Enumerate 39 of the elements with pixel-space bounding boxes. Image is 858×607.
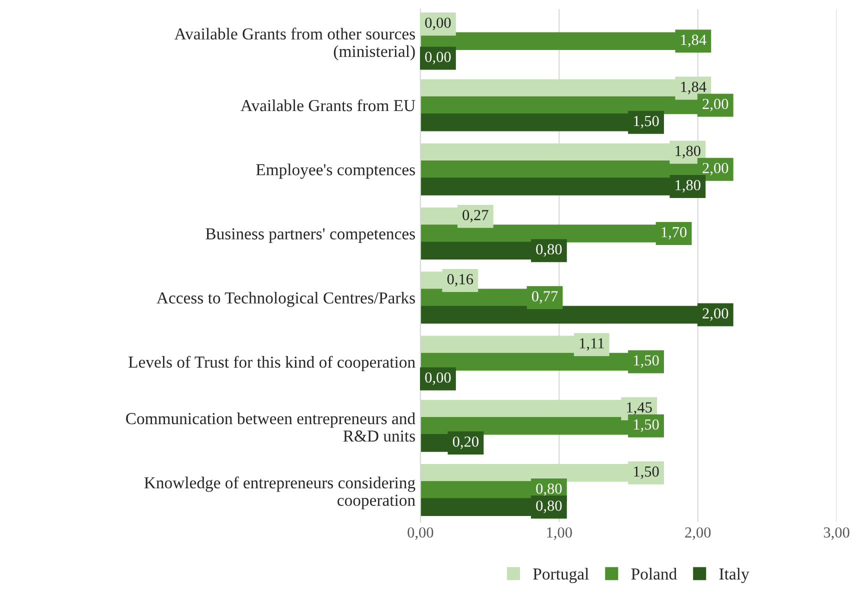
data-label: 0,80 <box>536 483 562 496</box>
data-label: 0,20 <box>452 436 478 449</box>
data-label: 1,11 <box>580 338 604 351</box>
data-label: 1,84 <box>681 82 706 94</box>
data-label: 1,50 <box>634 116 659 128</box>
data-label: 0,80 <box>536 500 562 514</box>
y-tick-label: Levels of Trust for this kind of cooperation <box>128 356 416 372</box>
x-tick-label: 3,00 <box>824 527 850 540</box>
data-label: 0,27 <box>462 210 488 222</box>
data-label: 0,00 <box>425 372 451 385</box>
data-label: 0,00 <box>425 52 451 64</box>
data-label: 1,70 <box>662 227 687 240</box>
y-tick-label: Available Grants from other sources (ministerial) <box>174 28 415 60</box>
data-label: 2,00 <box>702 98 728 112</box>
data-label: 1,84 <box>681 34 706 48</box>
y-tick-label: Access to Technological Centres/Parks <box>156 292 415 307</box>
data-label: 2,00 <box>702 162 728 176</box>
data-label: 2,00 <box>702 308 728 321</box>
legend-label: Italy <box>719 568 750 584</box>
data-label: 1,50 <box>634 419 659 432</box>
data-label: 0,00 <box>425 18 451 30</box>
data-label: 0,16 <box>447 274 474 287</box>
data-label: 1,45 <box>627 402 652 415</box>
x-tick-label: 2,00 <box>685 527 711 540</box>
x-tick-label: 0,00 <box>408 527 434 540</box>
legend-label: Portugal <box>533 568 589 584</box>
y-tick-label: Employee's comptences <box>256 164 415 179</box>
data-label: 1,80 <box>676 146 700 158</box>
y-tick-label: Communication between entrepreneurs and R&D units <box>126 412 416 442</box>
data-label: 0,80 <box>536 244 562 257</box>
y-tick-label: Available Grants from EU <box>240 99 416 112</box>
legend-label: Poland <box>631 568 677 580</box>
data-label: 0,77 <box>532 291 558 304</box>
data-label: 1,50 <box>634 355 659 368</box>
x-tick-label: 1,00 <box>547 527 572 540</box>
data-label: 1,80 <box>676 180 700 193</box>
y-tick-label: Knowledge of entrepreneurs considering cooperation <box>144 476 416 510</box>
y-tick-label: Business partners' competences <box>206 228 415 243</box>
data-label: 1,50 <box>634 466 659 479</box>
